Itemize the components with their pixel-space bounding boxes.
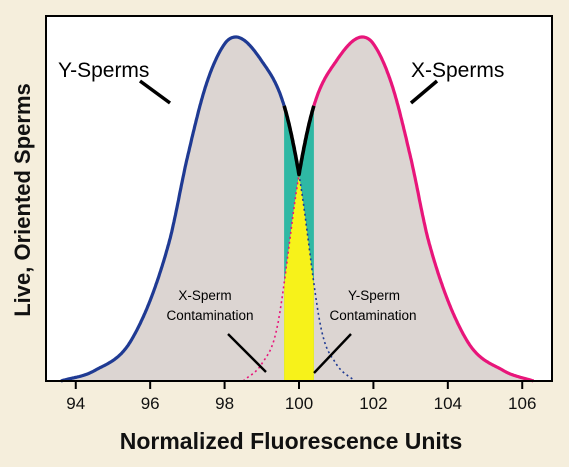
y-contamination-label-line1: Y-Sperm bbox=[348, 288, 400, 303]
y-sperms-label: Y-Sperms bbox=[58, 59, 149, 82]
x-tick-label: 100 bbox=[285, 394, 313, 413]
x-tick-label: 98 bbox=[215, 394, 234, 413]
x-sperm-contamination-area bbox=[284, 174, 299, 381]
y-contamination-callout-line bbox=[313, 333, 352, 374]
x-sperms-curve bbox=[312, 35, 535, 383]
combined-notch-curve bbox=[282, 105, 316, 177]
y-sperms-callout-line bbox=[138, 79, 172, 105]
x-tick-label: 94 bbox=[66, 394, 85, 413]
x-tick-label: 102 bbox=[359, 394, 387, 413]
x-axis-title: Normalized Fluorescence Units bbox=[120, 428, 463, 454]
y-sperm-contamination-area bbox=[299, 174, 314, 381]
x-sperms-callout-line bbox=[409, 79, 439, 105]
y-contamination-label-line2: Contamination bbox=[329, 308, 416, 323]
x-contamination-label-line2: Contamination bbox=[166, 308, 253, 323]
x-contamination-callout-line bbox=[227, 333, 267, 373]
y-sperms-curve-tail bbox=[283, 105, 356, 382]
x-tick-label: 104 bbox=[434, 394, 462, 413]
y-axis-title: Live, Oriented Sperms bbox=[10, 83, 35, 317]
y-sperms-curve bbox=[60, 35, 286, 383]
x-axis-ticks: 94 96 98 100 102 104 106 bbox=[66, 381, 536, 413]
x-sperms-label: X-Sperms bbox=[411, 59, 504, 82]
x-tick-label: 106 bbox=[508, 394, 536, 413]
x-contamination-label-line1: X-Sperm bbox=[178, 288, 231, 303]
x-tick-label: 96 bbox=[141, 394, 160, 413]
